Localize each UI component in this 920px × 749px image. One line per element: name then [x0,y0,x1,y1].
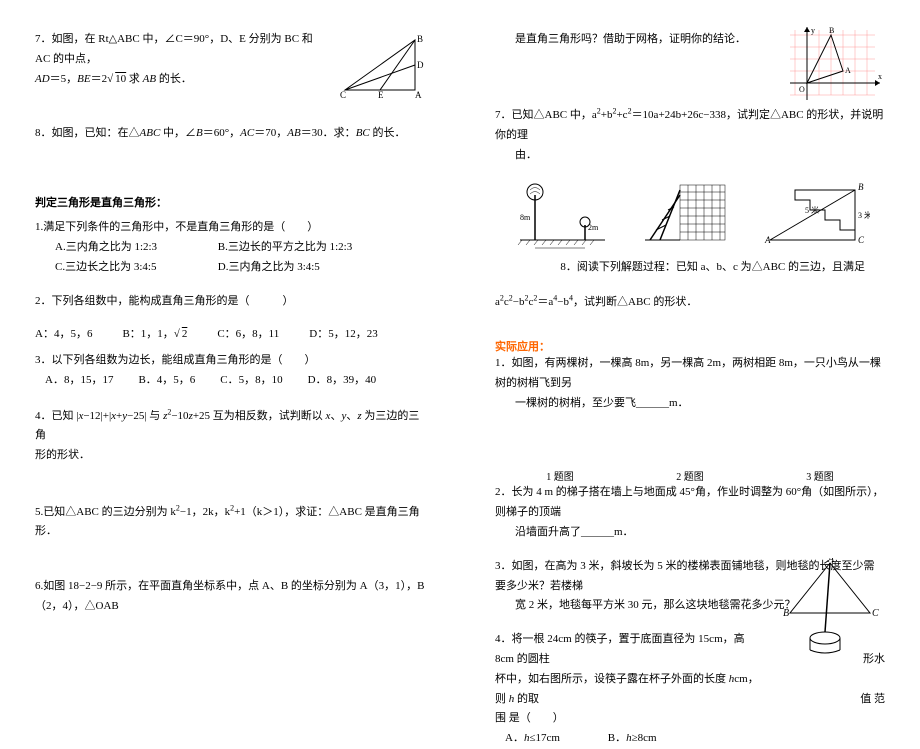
a2-text2: 沿墙面升高了______m． [495,526,634,538]
fig-triangle-q7: B D C E A [335,30,425,100]
rq7-text2: 由． [495,149,537,161]
svg-text:A: A [845,66,851,75]
cap1: 1 题图 [546,468,574,483]
label-e: E [378,90,384,100]
cap2: 2 题图 [676,468,704,483]
rq8: 8．阅读下列解题过程：已知 a、b、c 为△ABC 的三边，且满足 [495,258,885,278]
a4-opts: A．h≤17cm B．h≥8cm [495,729,765,749]
a1: 1．如图，有两棵树，一棵高 8m，另一棵高 2m，两树相距 8m，一只小鸟从一棵… [495,354,885,413]
p2c: C：6，8，11 [217,325,279,341]
fig-trees: 8m 2m 8m [510,180,610,250]
p1-opts1: A.三内角之比为 1:2:3 B.三边长的平方之比为 1:2:3 [35,238,425,258]
right-column: 是直角三角形吗？借助于网格，证明你的结论． A B [460,0,920,678]
q7-text2: AD＝5，BE＝2√10 求 AB 的长． [35,73,192,85]
p1: 1.满足下列条件的三角形中，不是直角三角形的是（ ） A.三内角之比为 1:2:… [35,218,425,277]
cont-text: 是直角三角形吗？借助于网格，证明你的结论． [495,33,746,45]
svg-text:2m: 2m [588,223,599,232]
svg-text:C: C [858,235,865,245]
p2d: D：5，12，23 [309,325,377,341]
p2-opts: A：4，5，6 B：1，1，√2 C：6，8，11 D：5，12，23 [35,325,425,341]
label-b: B [417,34,423,44]
a4b: B．h≥8cm [608,732,657,744]
p2-text: 2．下列各组数中，能构成直角三角形的是（ ） [35,295,294,307]
p1d: D.三内角之比为 3:4:5 [218,261,320,273]
p1-opts2: C.三边长之比为 3:4:5 D.三内角之比为 3:4:5 [35,258,425,278]
svg-text:B: B [829,26,834,35]
rq8-text: 8．阅读下列解题过程：已知 a、b、c 为△ABC 的三边，且满足 [560,261,865,273]
fig-row-1: 8m 2m 8m [495,180,885,250]
p4: 4．已知 |x−12|+|x+y−25| 与 z2−10z+25 互为相反数，试… [35,405,425,466]
a3-text2: 宽 2 米，地毯每平方米 30 元，那么这块地毯需花多少元？ [495,599,796,611]
rq7-text: 7．已知△ABC 中，a2+b2+c2＝10a+24b+26c−338，试判定△… [495,109,883,141]
cont: 是直角三角形吗？借助于网格，证明你的结论． A B [495,30,885,50]
svg-text:A: A [764,235,771,245]
fig-stairs: B C A 5 米 3 米 [760,180,870,250]
svg-text:y: y [811,26,815,35]
a1-text2: 一棵树的树梢，至少要飞______m． [495,397,689,409]
p1-text: 1.满足下列条件的三角形中，不是直角三角形的是（ ） [35,221,318,233]
p1a: A.三内角之比为 1:2:3 [55,238,215,258]
q7: 7．如图，在 Rt△ABC 中，∠C＝90°，D、E 分别为 BC 和 AC 的… [35,30,425,89]
p1c: C.三边长之比为 3:4:5 [55,258,215,278]
fig-cone: A B C [780,558,880,658]
p3: 3．以下列各组数为边长，能组成直角三角形的是（ ） A．8，15，17 B．4，… [35,351,425,391]
svg-text:5 米: 5 米 [805,205,819,215]
p4-text: 4．已知 |x−12|+|x+y−25| 与 z2−10z+25 互为相反数，试… [35,410,419,442]
a4a: A．h≤17cm [505,729,605,749]
caption-row: 1 题图 2 题图 3 题图 [495,468,885,483]
cap3: 3 题图 [806,468,834,483]
p3b: B．4，5，6 [138,371,195,391]
p3-text: 3．以下列各组数为边长，能组成直角三角形的是（ ） [35,354,316,366]
q8: 8．如图，已知：在△ABC 中，∠B＝60°，AC＝70，AB＝30．求：BC … [35,124,425,144]
fig-grid: A B O x y [785,25,885,105]
svg-text:A: A [827,558,835,565]
p3d: D．8，39，40 [308,371,376,391]
p4-text2: 形的形状． [35,449,90,461]
svg-text:8m: 8m [555,249,566,250]
label-d: D [417,60,424,70]
svg-text:O: O [799,85,805,94]
a1-text: 1．如图，有两棵树，一棵高 8m，另一棵高 2m，两树相距 8m，一只小鸟从一棵… [495,357,881,389]
left-column: 7．如图，在 Rt△ABC 中，∠C＝90°，D、E 分别为 BC 和 AC 的… [0,0,460,678]
p1b: B.三边长的平方之比为 1:2:3 [218,241,352,253]
fig-ladder [640,180,730,250]
a4-text: 4．将一根 24cm 的筷子，置于底面直径为 15cm，高 8cm 的圆柱 [495,633,745,665]
p2a: A：4，5，6 [35,325,92,341]
svg-text:C: C [872,608,879,619]
p5-text: 5.已知△ABC 的三边分别为 k2−1，2k，k2+1（k＞1），求证：△AB… [35,506,420,538]
a4-text3: 围 是（ ） [495,712,564,724]
q8-text: 8．如图，已知：在△ABC 中，∠B＝60°，AC＝70，AB＝30．求：BC … [35,127,406,139]
p2b: B：1，1，√2 [122,325,187,341]
svg-text:3 米: 3 米 [858,210,870,220]
app-title: 实际应用： [495,338,885,354]
label-a: A [415,90,422,100]
p3a: A．8，15，17 [45,371,113,391]
p6: 6.如图 18−2−9 所示，在平面直角坐标系中，点 A、B 的坐标分别为 A（… [35,577,425,617]
p5: 5.已知△ABC 的三边分别为 k2−1，2k，k2+1（k＞1），求证：△AB… [35,501,425,542]
svg-text:B: B [783,608,789,619]
label-c: C [340,90,346,100]
p3c: C．5，8，10 [220,371,282,391]
section-title: 判定三角形是直角三角形： [35,194,425,210]
a2-text: 2．长为 4 m 的梯子搭在墙上与地面成 45°角，作业时调整为 60°角（如图… [495,486,884,518]
p6-text: 6.如图 18−2−9 所示，在平面直角坐标系中，点 A、B 的坐标分别为 A（… [35,580,424,612]
p2: 2．下列各组数中，能构成直角三角形的是（ ） [35,292,425,312]
svg-text:8m: 8m [520,213,531,222]
p3-opts: A．8，15，17 B．4，5，6 C．5，8，10 D．8，39，40 [35,371,425,391]
svg-text:B: B [858,182,864,192]
svg-text:x: x [878,72,882,81]
rq8b: a2c2−b2c2＝a4−b4，试判断△ABC 的形状． [495,292,885,313]
rq8b-text: a2c2−b2c2＝a4−b4，试判断△ABC 的形状． [495,296,697,308]
rq7: 7．已知△ABC 中，a2+b2+c2＝10a+24b+26c−338，试判定△… [495,105,885,166]
a2: 2．长为 4 m 的梯子搭在墙上与地面成 45°角，作业时调整为 60°角（如图… [495,483,885,542]
a4-w3: 值 范 [860,690,885,710]
q7-text: 7．如图，在 Rt△ABC 中，∠C＝90°，D、E 分别为 BC 和 AC 的… [35,33,313,65]
